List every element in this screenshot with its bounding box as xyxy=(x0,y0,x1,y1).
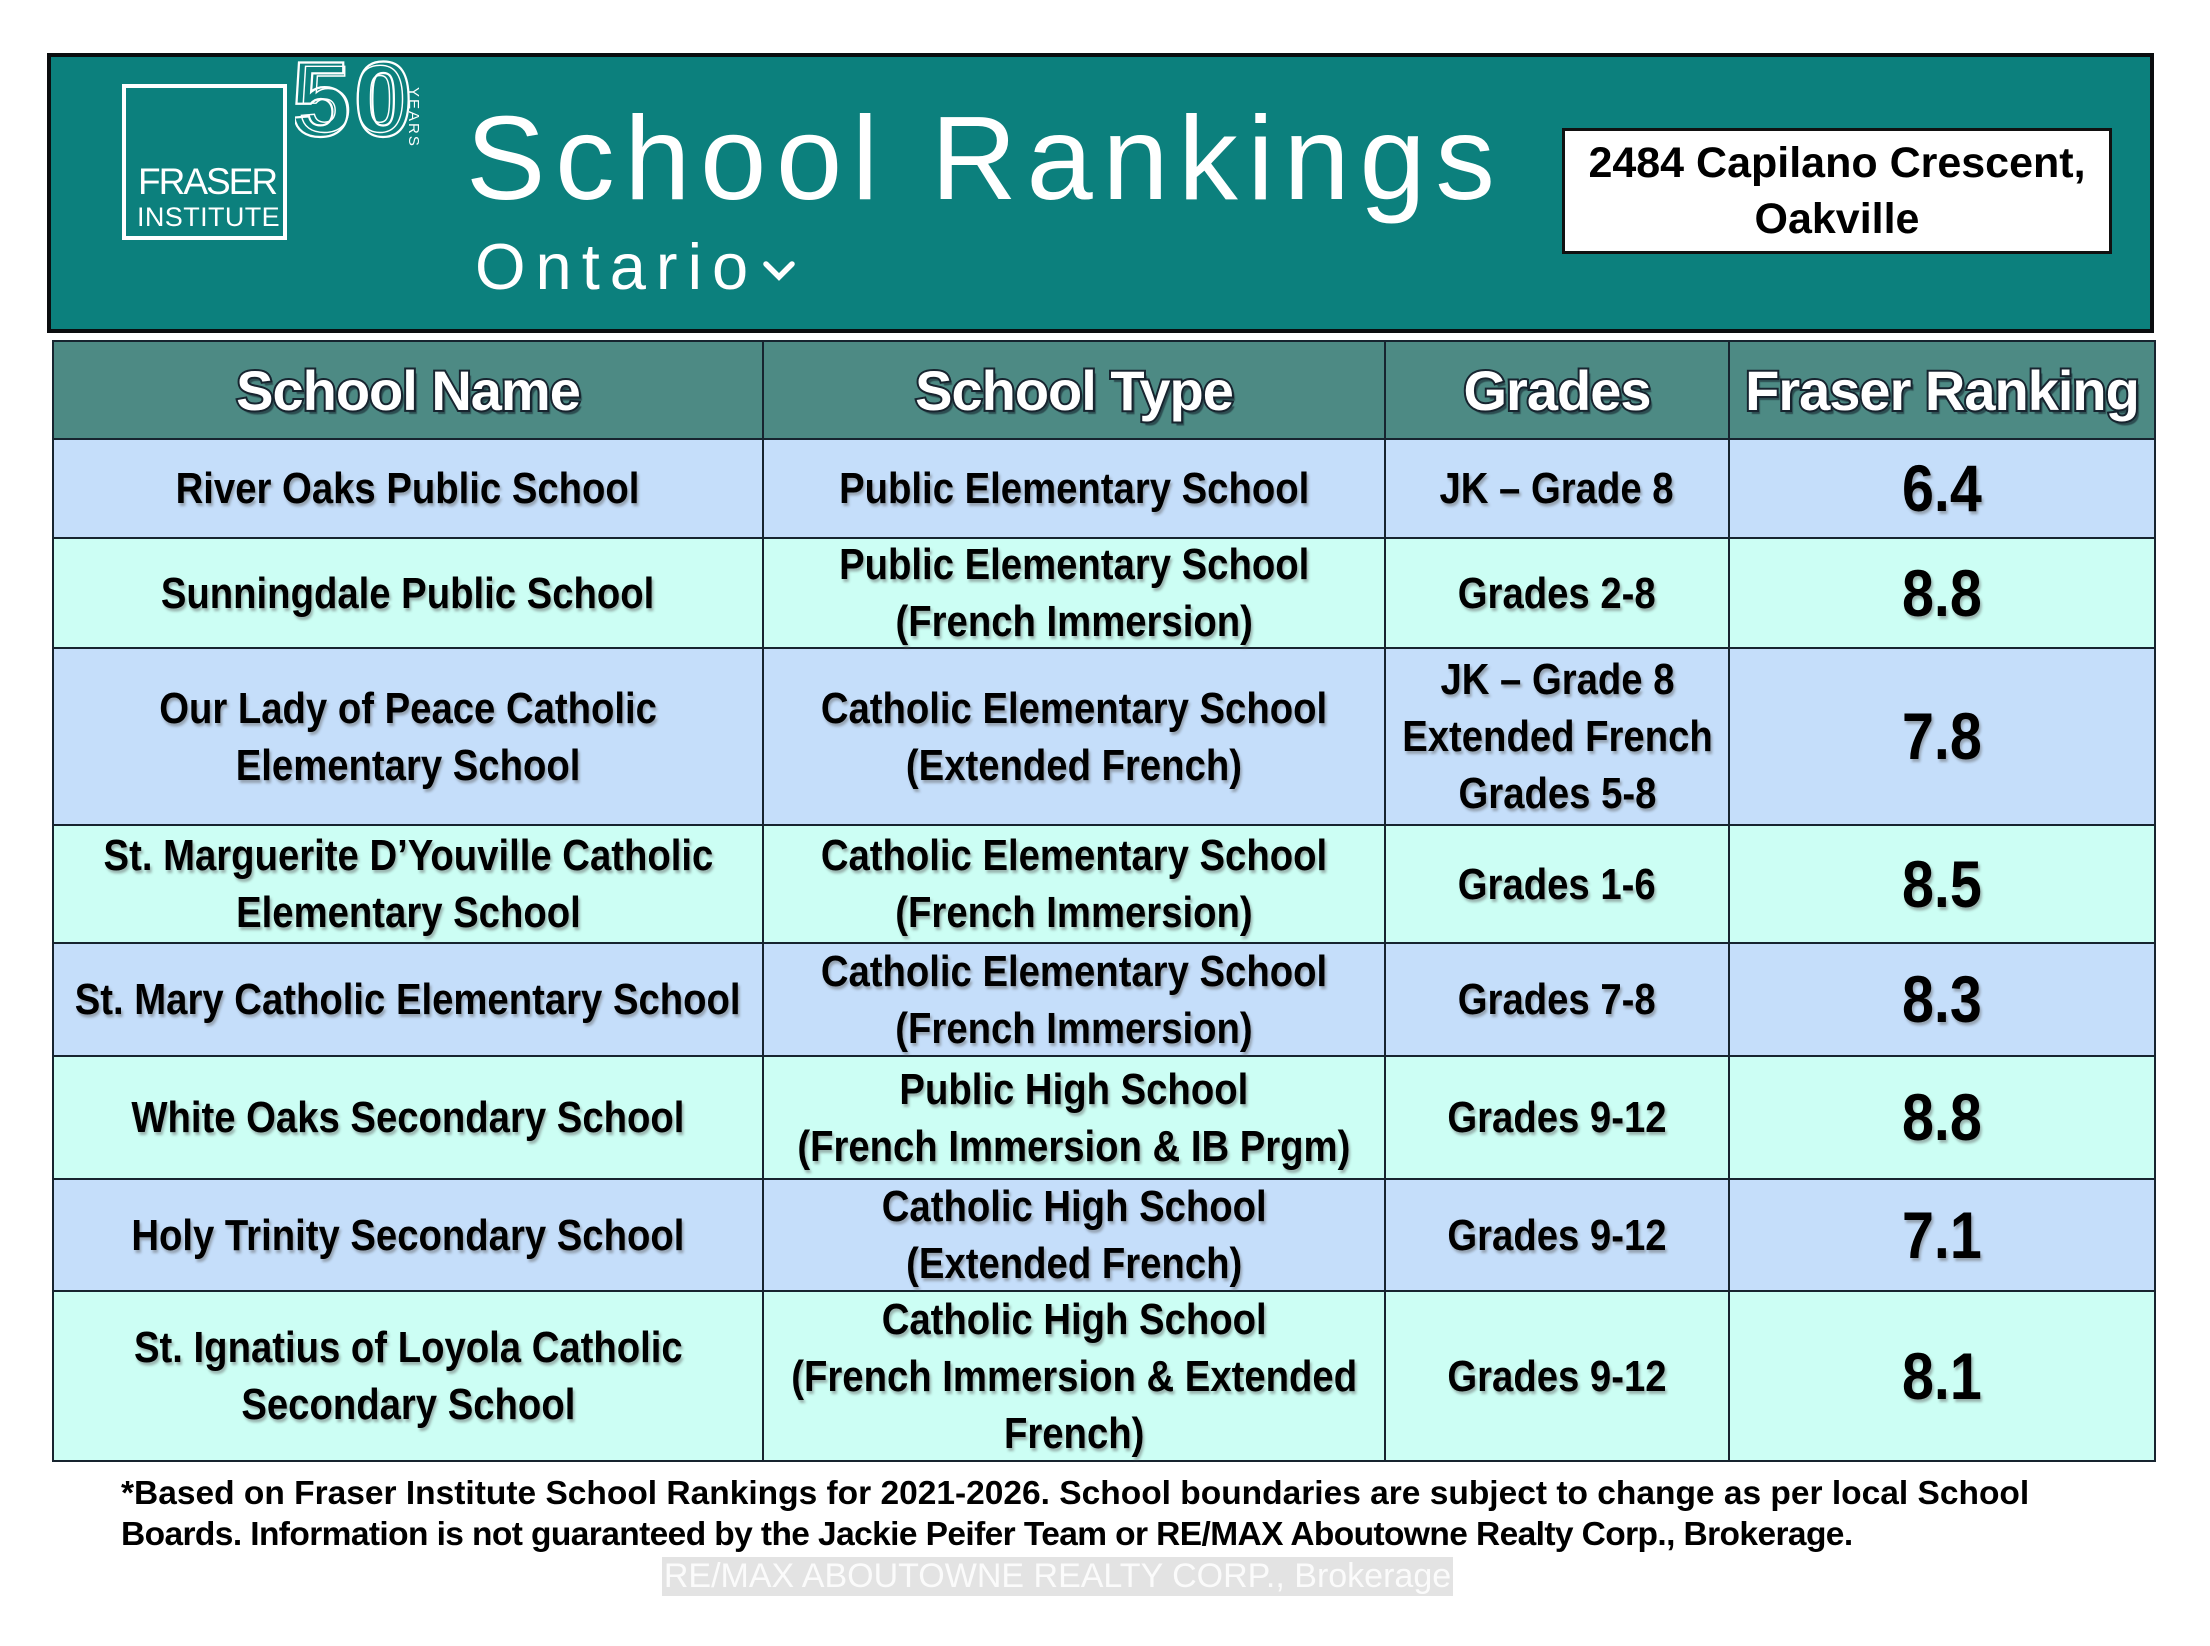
svg-text:50: 50 xyxy=(295,55,416,141)
svg-text:50: 50 xyxy=(298,55,409,141)
